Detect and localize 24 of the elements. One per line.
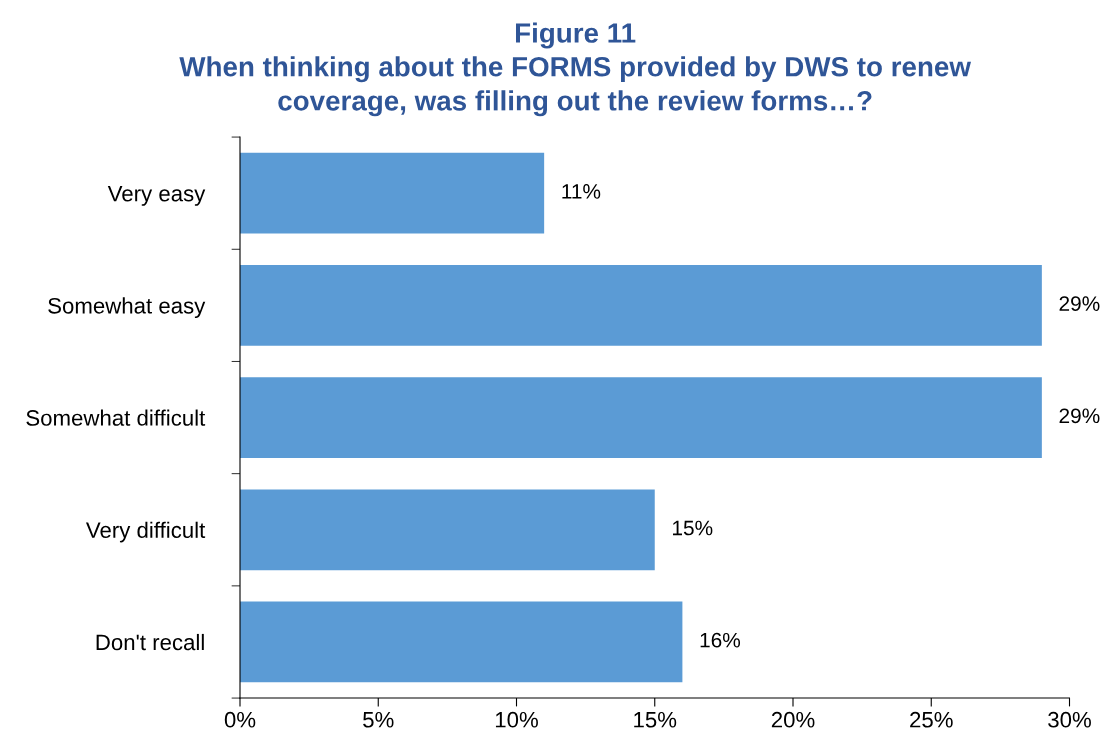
bar <box>240 152 545 234</box>
bar <box>240 377 1042 458</box>
y-tick-label: Somewhat easy <box>48 297 206 319</box>
data-label: 15% <box>673 520 713 536</box>
x-tick-label: 20% <box>771 711 815 728</box>
data-label: 16% <box>700 632 741 648</box>
bar <box>240 264 1042 346</box>
y-tick-label: Very difficult <box>85 521 206 543</box>
chart-title: Figure 11 <box>516 22 636 49</box>
chart-subtitle: When thinking about the FORMS provided by DWS to renew coverage, was filling out the review forms…? <box>179 56 972 117</box>
x-tick-label: 25% <box>910 711 953 728</box>
y-tick-label: Somewhat difficult <box>26 409 206 426</box>
data-label: 29% <box>1059 408 1100 424</box>
y-tick-label: Don't recall <box>96 633 204 651</box>
x-tick-label: 10% <box>495 711 538 728</box>
data-label: 11% <box>562 184 601 199</box>
bar <box>240 489 655 571</box>
x-tick-label: 15% <box>634 711 677 728</box>
data-label: 29% <box>1059 296 1100 311</box>
bar <box>240 601 683 683</box>
x-tick-label: 5% <box>363 711 394 728</box>
y-tick-label: Very easy <box>107 185 206 206</box>
x-tick-label: 30% <box>1048 711 1091 728</box>
x-tick-label: 0% <box>224 711 256 728</box>
